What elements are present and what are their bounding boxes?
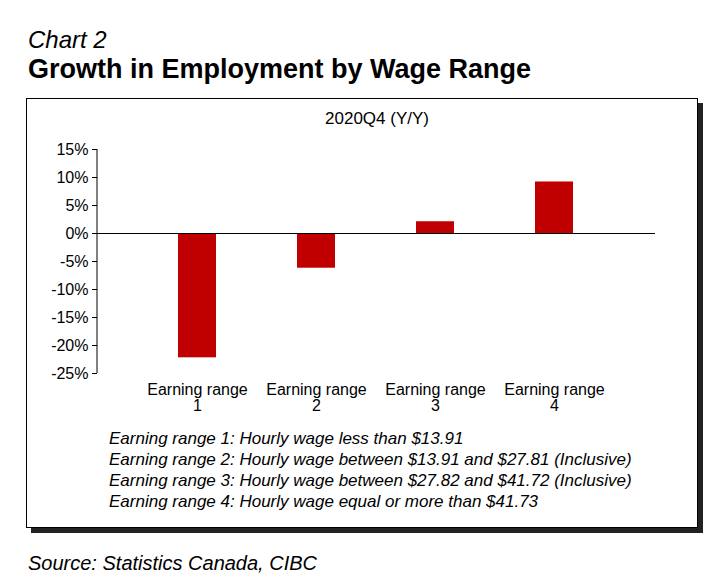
svg-text:-10%: -10% (51, 281, 88, 298)
html-text:Source: Statistics Canada, CIB: Source: Statistics Canada, CIBC (28, 552, 317, 574)
html-text:Earning range 3: Hourly wage b: Earning range 3: Hourly wage between $27… (109, 471, 632, 490)
svg-text:-25%: -25% (51, 365, 88, 382)
html-text:2020Q4 (Y/Y): 2020Q4 (Y/Y) (325, 109, 429, 128)
html-text:Earning range 4: Hourly wage e: Earning range 4: Hourly wage equal or mo… (109, 492, 539, 511)
svg-text:Earning range4: Earning range4 (504, 381, 605, 414)
svg-text:Earning range2: Earning range2 (266, 381, 367, 414)
svg-text:5%: 5% (65, 197, 88, 214)
svg-text:Earning range1: Earning range1 (147, 381, 248, 414)
html-text:Growth in Employment by Wage R: Growth in Employment by Wage Range (28, 54, 531, 84)
svg-text:10%: 10% (56, 169, 88, 186)
svg-text:-15%: -15% (51, 309, 88, 326)
svg-text:15%: 15% (56, 141, 88, 158)
html-text:Earning range 1: Hourly wage l: Earning range 1: Hourly wage less than $… (109, 429, 464, 448)
svg-text:-20%: -20% (51, 337, 88, 354)
svg-text:0%: 0% (65, 225, 88, 242)
html-text:Chart 2: Chart 2 (28, 26, 107, 53)
svg-text:Earning range3: Earning range3 (385, 381, 486, 414)
svg-text:-5%: -5% (60, 253, 88, 270)
html-text:Earning range 2: Hourly wage b: Earning range 2: Hourly wage between $13… (109, 450, 632, 469)
